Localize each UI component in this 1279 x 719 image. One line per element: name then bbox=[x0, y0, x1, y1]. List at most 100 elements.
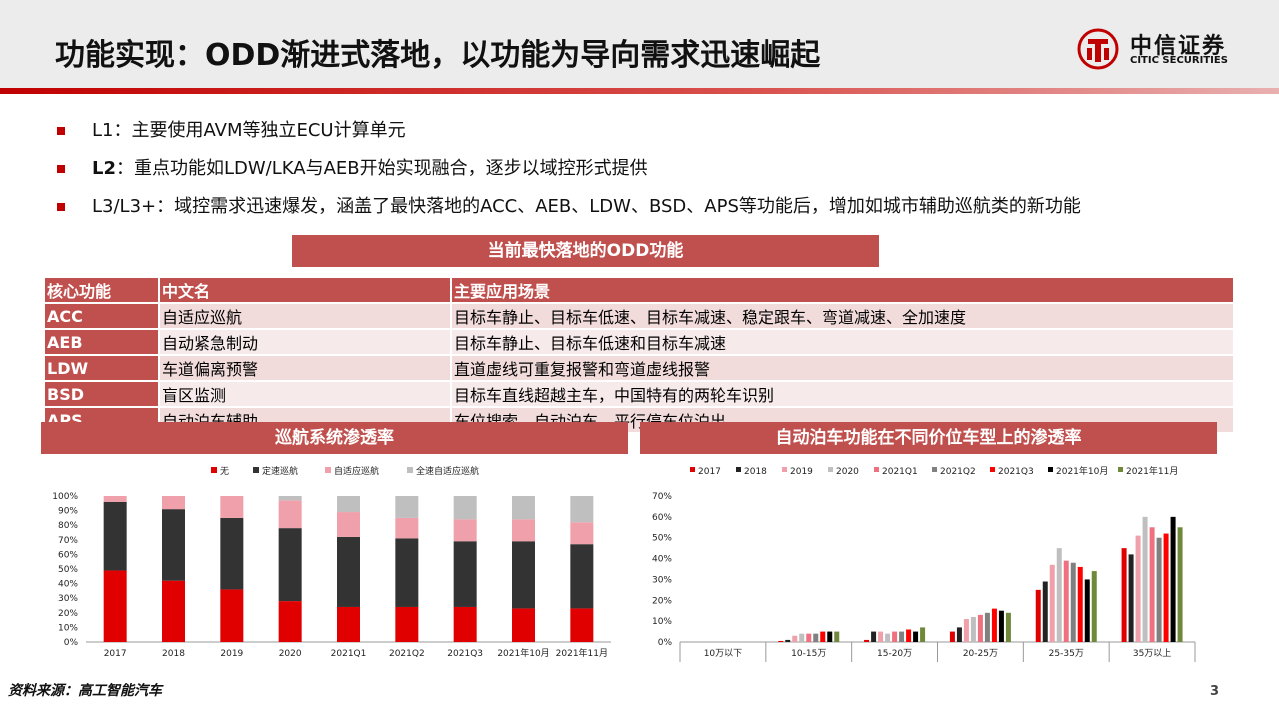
legend-label: 无 bbox=[220, 466, 229, 477]
legend-label: 2021Q2 bbox=[940, 467, 976, 477]
bar bbox=[799, 633, 805, 642]
legend-swatch bbox=[874, 467, 879, 472]
legend-label: 2017 bbox=[698, 467, 721, 477]
bar-segment bbox=[162, 509, 185, 581]
bar bbox=[1005, 612, 1011, 642]
bar bbox=[1135, 535, 1141, 642]
bar bbox=[998, 610, 1004, 642]
table-cell: BSD bbox=[45, 380, 160, 407]
legend-label: 2020 bbox=[836, 467, 859, 477]
bar bbox=[1084, 579, 1090, 642]
table-cell: 目标车直线超越主车，中国特有的两轮车识别 bbox=[451, 380, 1235, 407]
x-tick-label: 2021Q1 bbox=[331, 649, 367, 659]
bullet-marker bbox=[57, 165, 65, 173]
table-cell: 目标车静止、目标车低速和目标车减速 bbox=[451, 328, 1235, 355]
bar-segment bbox=[220, 589, 244, 642]
x-tick-label: 2017 bbox=[104, 649, 127, 659]
bar bbox=[970, 616, 976, 642]
legend-label: 2021Q1 bbox=[882, 467, 918, 477]
header-divider bbox=[0, 88, 1279, 94]
bar bbox=[1070, 562, 1076, 642]
bar-segment bbox=[162, 496, 185, 510]
x-tick-label: 2021Q2 bbox=[389, 649, 425, 659]
bullet-text: ：重点功能如LDW/LKA与AEB开始实现融合，逐步以域控形式提供 bbox=[116, 158, 648, 179]
table-cell: LDW bbox=[45, 354, 160, 381]
table-cell: 盲区监测 bbox=[159, 380, 452, 407]
page-number: 3 bbox=[1210, 684, 1220, 699]
bar-segment bbox=[162, 580, 185, 642]
y-tick-label: 70% bbox=[58, 536, 78, 546]
cruise-penetration-chart: 无 定速巡航 自适应巡航 全速自适应巡航 0% 10% 20% 30% 40% 50% 60% 70%… bbox=[52, 465, 611, 659]
y-tick-label: 50% bbox=[652, 534, 672, 544]
x-tick-label: 10万以下 bbox=[704, 649, 742, 659]
bar-segment bbox=[512, 541, 535, 609]
bar bbox=[1091, 571, 1097, 642]
source-note: 资料来源：高工智能汽车 bbox=[8, 683, 162, 699]
bar bbox=[1170, 516, 1176, 642]
legend-swatch bbox=[828, 467, 833, 472]
bullet-l3: L3/L3+：域控需求迅速爆发，涵盖了最快落地的ACC、AEB、LDW、BSD、… bbox=[55, 194, 1245, 220]
bar-segment bbox=[570, 608, 594, 642]
y-tick-label: 30% bbox=[652, 575, 672, 585]
bar bbox=[920, 627, 926, 642]
header-band bbox=[0, 0, 1279, 88]
bar-segment bbox=[453, 496, 477, 520]
x-tick-label: 2021年11月 bbox=[556, 647, 608, 659]
legend-swatch bbox=[932, 467, 937, 472]
bullet-marker bbox=[57, 127, 65, 135]
legend-label: 2019 bbox=[790, 467, 813, 477]
bullet-text: L3/L3+：域控需求迅速爆发，涵盖了最快落地的ACC、AEB、LDW、BSD、… bbox=[92, 196, 1081, 217]
table-row: AEB 自动紧急制动 目标车静止、目标车低速和目标车减速 bbox=[45, 328, 1235, 355]
legend-swatch bbox=[1118, 467, 1123, 472]
bar-segment bbox=[570, 544, 594, 609]
bar bbox=[913, 631, 919, 642]
logo-text-zh: 中信证券 bbox=[1130, 34, 1227, 59]
bar-segment bbox=[337, 512, 360, 537]
y-tick-label: 0% bbox=[64, 638, 79, 648]
bar-segment bbox=[337, 606, 360, 642]
table-header-row: 核心功能 中文名 主要应用场景 bbox=[45, 278, 1235, 303]
bar bbox=[956, 627, 962, 642]
bar-segment bbox=[395, 606, 419, 642]
table-header: 主要应用场景 bbox=[451, 278, 1235, 303]
table-cell: 直道虚线可重复报警和弯道虚线报警 bbox=[451, 354, 1235, 381]
y-tick-label: 70% bbox=[652, 492, 672, 502]
bar-segment bbox=[103, 570, 127, 642]
x-tick-label: 2021年10月 bbox=[497, 647, 549, 659]
bar-segment bbox=[570, 522, 594, 545]
y-tick-label: 100% bbox=[52, 492, 78, 502]
y-tick-label: 80% bbox=[58, 521, 78, 531]
table-row: BSD 盲区监测 目标车直线超越主车，中国特有的两轮车识别 bbox=[45, 380, 1235, 407]
y-tick-label: 50% bbox=[58, 565, 78, 575]
bar bbox=[813, 633, 819, 642]
bar bbox=[827, 631, 833, 642]
legend-label: 2021Q3 bbox=[998, 467, 1034, 477]
bar bbox=[991, 608, 997, 642]
y-tick-label: 30% bbox=[58, 594, 78, 604]
x-tick-label: 2019 bbox=[220, 649, 243, 659]
citic-logo: 中信证券 CITIC SECURITIES bbox=[1076, 28, 1256, 70]
bar bbox=[1035, 589, 1041, 642]
bar bbox=[806, 633, 812, 642]
bar-segment bbox=[395, 496, 419, 518]
y-tick-label: 40% bbox=[652, 555, 672, 565]
x-tick-label: 2020 bbox=[279, 649, 302, 659]
citic-logo-icon bbox=[1077, 28, 1119, 70]
bar-segment bbox=[512, 496, 535, 520]
legend-label: 2021年10月 bbox=[1056, 465, 1108, 477]
bar-segment bbox=[278, 601, 302, 642]
bar bbox=[892, 631, 898, 642]
legend-swatch bbox=[690, 467, 695, 472]
y-tick-label: 40% bbox=[58, 580, 78, 590]
y-tick-label: 10% bbox=[58, 623, 78, 633]
page-title: 功能实现：ODD渐进式落地，以功能为导向需求迅速崛起 bbox=[55, 38, 821, 73]
bar-segment bbox=[337, 536, 360, 607]
bar bbox=[1121, 548, 1127, 642]
table-header: 核心功能 bbox=[45, 278, 160, 303]
bar-segment bbox=[103, 501, 127, 571]
bar bbox=[1077, 566, 1083, 642]
legend-label: 定速巡航 bbox=[262, 465, 298, 477]
bar bbox=[785, 639, 791, 642]
bar bbox=[984, 612, 990, 642]
bar bbox=[1049, 564, 1055, 642]
